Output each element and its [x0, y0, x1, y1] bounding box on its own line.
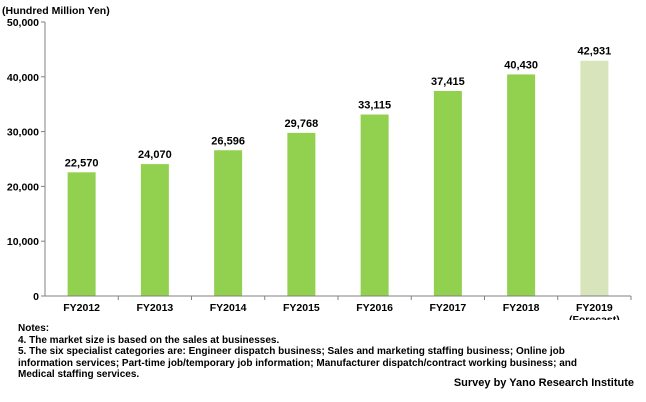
note-line: Medical staffing services.	[18, 369, 140, 380]
y-axis: 0 10,000 20,000 30,000 40,000 50,000	[7, 17, 46, 303]
bar-chart: (Hundred Million Yen) 0 10,000 20,000 30,00…	[2, 5, 632, 320]
x-tick-label: FY2014	[210, 302, 247, 314]
note-line: information services; Part-time job/temp…	[18, 357, 577, 369]
bar	[580, 60, 609, 296]
y-tick-label: 10,000	[7, 236, 39, 248]
x-tick-label: FY2015	[283, 302, 320, 314]
notes: Notes: 4. The market size is based on th…	[18, 323, 638, 381]
y-tick-label: 0	[33, 291, 39, 303]
x-tick-label: FY2016	[356, 302, 393, 314]
notes-heading: Notes:	[18, 323, 50, 334]
x-tick-label: FY2019	[576, 302, 613, 314]
bar	[433, 90, 462, 297]
x-tick-label: FY2013	[136, 302, 173, 314]
source-credit: Survey by Yano Research Institute	[453, 377, 634, 389]
bar	[507, 74, 536, 296]
note-line: 4. The market size is based on the sales…	[18, 334, 280, 346]
x-tick-sublabel: (Forecast)	[569, 314, 620, 320]
bar	[140, 164, 169, 296]
data-label: 42,931	[578, 46, 612, 58]
data-label: 26,596	[211, 135, 245, 147]
x-tick-label: FY2017	[429, 302, 466, 314]
x-tick-label: FY2018	[503, 302, 540, 314]
data-label: 33,115	[358, 100, 391, 112]
bar	[67, 172, 96, 296]
y-tick-label: 30,000	[7, 127, 39, 139]
data-label: 22,570	[65, 157, 99, 169]
x-tick-label: FY2012	[63, 302, 100, 314]
y-tick-label: 40,000	[7, 72, 39, 84]
note-line: 5. The six specialist categories are: En…	[18, 346, 565, 357]
bar	[360, 114, 389, 296]
x-axis: FY2012 FY2013 FY2014 FY2015 FY2016 FY2017 FY20…	[45, 295, 632, 320]
unit-label: (Hundred Million Yen)	[2, 5, 110, 17]
bar	[287, 132, 316, 296]
data-label: 24,070	[138, 149, 172, 161]
y-tick-label: 50,000	[7, 17, 39, 29]
bar	[214, 150, 243, 296]
data-label: 40,430	[504, 59, 538, 71]
data-label: 37,415	[431, 76, 465, 88]
bar-series: 22,570 24,070 26,596 29,768 33,115 37,415 40,4…	[65, 46, 612, 297]
data-label: 29,768	[285, 118, 319, 130]
y-tick-label: 20,000	[7, 181, 39, 193]
